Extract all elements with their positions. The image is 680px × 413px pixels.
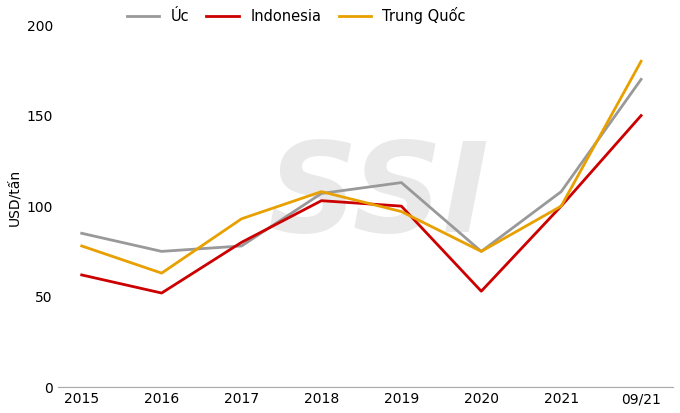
Y-axis label: USD/tấn: USD/tấn (7, 169, 21, 225)
Text: SSI: SSI (267, 137, 489, 258)
Legend: Úc, Indonesia, Trung Quốc: Úc, Indonesia, Trung Quốc (126, 7, 466, 24)
